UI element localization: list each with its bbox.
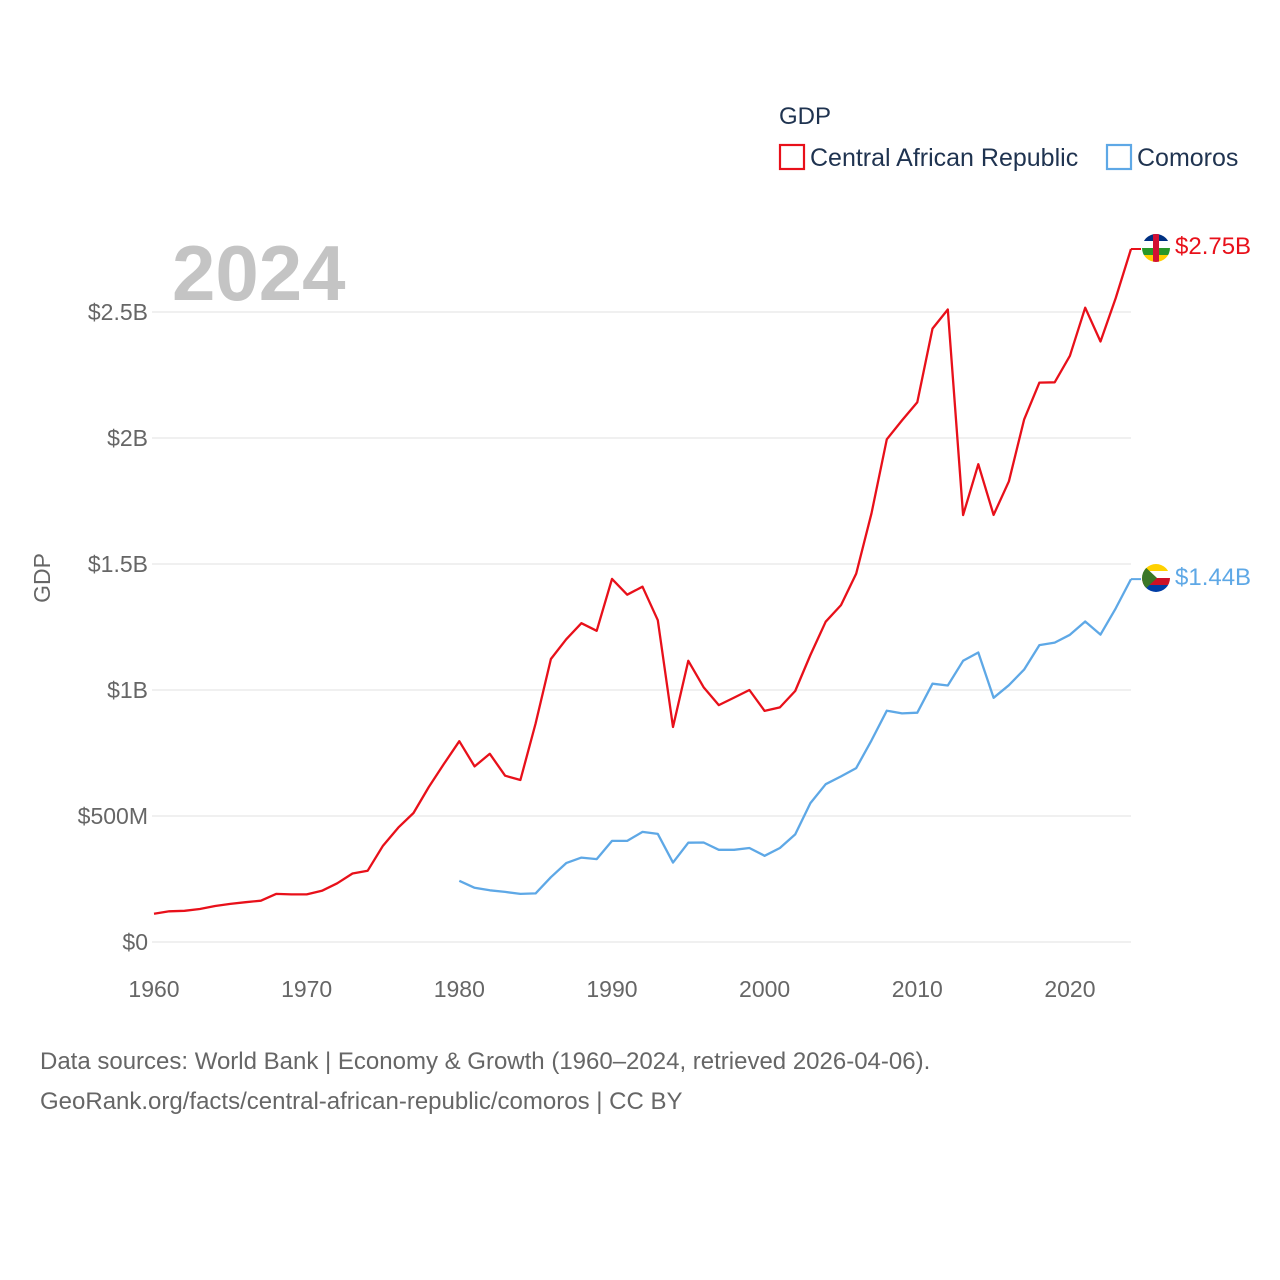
legend-label-comoros: Comoros	[1137, 144, 1238, 172]
legend-label-central-african-republic: Central African Republic	[810, 144, 1078, 172]
end-value-label-comoros: $1.44B	[1175, 564, 1251, 591]
series-line-central-african-republic[interactable]	[153, 248, 1133, 915]
x-tick-label: 1960	[128, 976, 179, 1002]
comoros-flag-icon	[1142, 564, 1170, 592]
series-line-comoros[interactable]	[458, 578, 1133, 896]
legend-title: GDP	[779, 103, 831, 130]
y-axis-ticks: $0 $500M $1B $1.5B $2B $2.5B	[78, 299, 148, 955]
x-tick-label: 2010	[892, 976, 943, 1002]
legend-item-comoros[interactable]: Comoros	[1105, 143, 1238, 172]
x-tick-label: 1990	[586, 976, 637, 1002]
x-tick-label: 1970	[281, 976, 332, 1002]
legend-swatch-central-african-republic	[778, 143, 806, 171]
central-african-republic-flag-icon	[1142, 234, 1170, 262]
legend-item-central-african-republic[interactable]: Central African Republic	[778, 143, 1078, 172]
grid-lines	[152, 311, 1131, 943]
year-label: 2024	[172, 229, 346, 317]
end-value-label-central-african-republic: $2.75B	[1175, 233, 1251, 260]
x-tick-label: 1980	[434, 976, 485, 1002]
legend-swatch-comoros	[1105, 143, 1133, 171]
data-source-note: Data sources: World Bank | Economy & Gro…	[40, 1042, 930, 1122]
y-tick-label: $0	[122, 929, 148, 955]
y-tick-label: $2B	[107, 425, 148, 451]
y-tick-label: $500M	[78, 803, 148, 829]
x-tick-label: 2000	[739, 976, 790, 1002]
y-axis-title: GDP	[29, 553, 55, 603]
y-tick-label: $2.5B	[88, 299, 148, 325]
y-tick-label: $1B	[107, 677, 148, 703]
series-lines	[153, 248, 1141, 915]
x-tick-label: 2020	[1044, 976, 1095, 1002]
source-line-2[interactable]: GeoRank.org/facts/central-african-republ…	[40, 1088, 683, 1115]
y-tick-label: $1.5B	[88, 551, 148, 577]
source-line-1: Data sources: World Bank | Economy & Gro…	[40, 1048, 931, 1075]
x-axis-ticks: 1960 1970 1980 1990 2000 2010 2020	[128, 976, 1095, 1002]
